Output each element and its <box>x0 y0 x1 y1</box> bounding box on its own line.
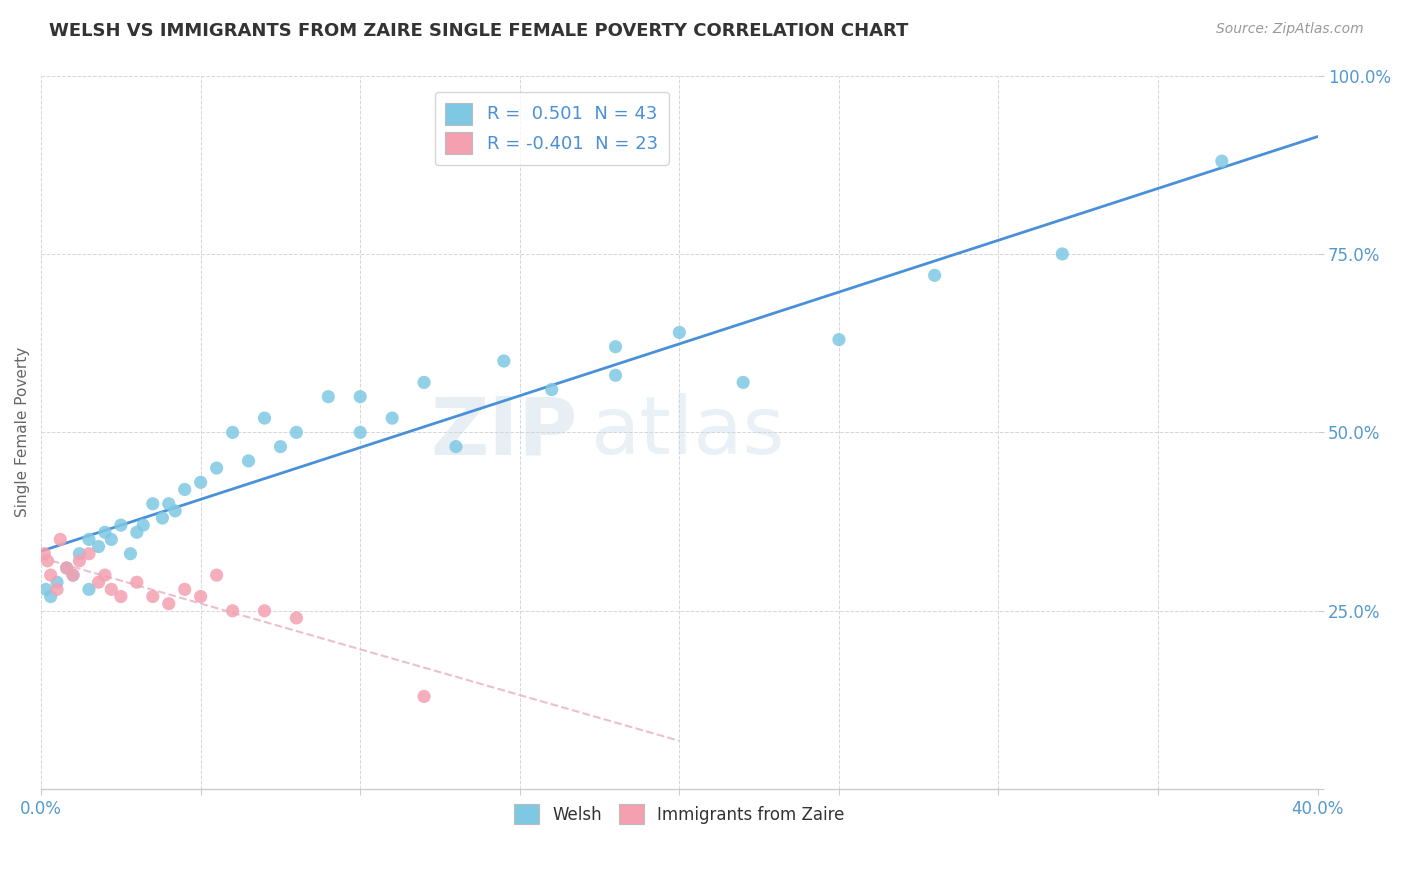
Point <box>77 547 100 561</box>
Point <box>62 568 84 582</box>
Point <box>157 597 180 611</box>
Point <box>1211 154 1233 169</box>
Point <box>37 554 59 568</box>
Point <box>55 561 77 575</box>
Point <box>413 376 436 390</box>
Point <box>55 561 77 575</box>
Point <box>205 568 228 582</box>
Point <box>35 582 58 597</box>
Point <box>77 533 100 547</box>
Point <box>828 333 851 347</box>
Point <box>540 383 562 397</box>
Point <box>77 582 100 597</box>
Point <box>413 690 436 704</box>
Point <box>87 540 110 554</box>
Point <box>173 582 195 597</box>
Point <box>46 575 69 590</box>
Point <box>285 425 308 440</box>
Point <box>349 425 371 440</box>
Point <box>924 268 946 283</box>
Point <box>349 390 371 404</box>
Point <box>39 568 62 582</box>
Point <box>381 411 404 425</box>
Text: Source: ZipAtlas.com: Source: ZipAtlas.com <box>1216 22 1364 37</box>
Point <box>132 518 155 533</box>
Point <box>46 582 69 597</box>
Point <box>285 611 308 625</box>
Point <box>165 504 187 518</box>
Point <box>157 497 180 511</box>
Point <box>94 525 117 540</box>
Text: WELSH VS IMMIGRANTS FROM ZAIRE SINGLE FEMALE POVERTY CORRELATION CHART: WELSH VS IMMIGRANTS FROM ZAIRE SINGLE FE… <box>49 22 908 40</box>
Point <box>173 483 195 497</box>
Point <box>110 518 132 533</box>
Point <box>605 340 627 354</box>
Point <box>238 454 260 468</box>
Point <box>205 461 228 475</box>
Point <box>492 354 515 368</box>
Point <box>67 547 90 561</box>
Point <box>142 590 165 604</box>
Point <box>253 411 276 425</box>
Point <box>444 440 467 454</box>
Point <box>221 425 243 440</box>
Point <box>120 547 142 561</box>
Point <box>49 533 72 547</box>
Point <box>125 575 148 590</box>
Point <box>94 568 117 582</box>
Point <box>100 582 122 597</box>
Point <box>1052 247 1074 261</box>
Point <box>221 604 243 618</box>
Text: ZIP: ZIP <box>430 393 578 471</box>
Point <box>125 525 148 540</box>
Text: atlas: atlas <box>591 393 785 471</box>
Point <box>269 440 291 454</box>
Point <box>87 575 110 590</box>
Y-axis label: Single Female Poverty: Single Female Poverty <box>15 347 30 517</box>
Point <box>110 590 132 604</box>
Point <box>190 475 212 490</box>
Point <box>150 511 173 525</box>
Point <box>668 326 690 340</box>
Point <box>39 590 62 604</box>
Point <box>142 497 165 511</box>
Point <box>733 376 755 390</box>
Point <box>62 568 84 582</box>
Point <box>253 604 276 618</box>
Point <box>605 368 627 383</box>
Point <box>318 390 340 404</box>
Point <box>67 554 90 568</box>
Point <box>100 533 122 547</box>
Point <box>190 590 212 604</box>
Point <box>34 547 56 561</box>
Legend: Welsh, Immigrants from Zaire: Welsh, Immigrants from Zaire <box>505 794 855 834</box>
